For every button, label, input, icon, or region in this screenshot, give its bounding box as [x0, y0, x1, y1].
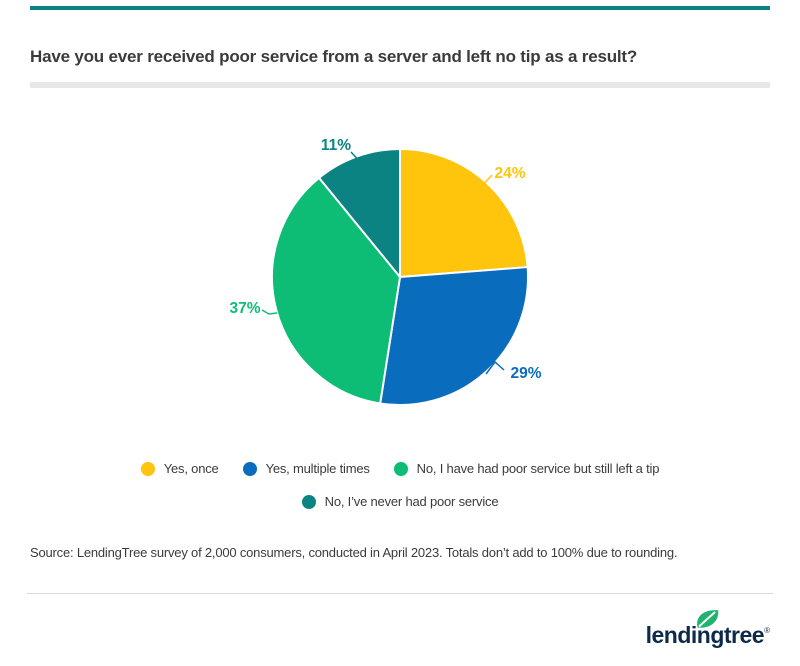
legend-label: Yes, multiple times — [265, 461, 370, 476]
legend-swatch-icon — [301, 494, 316, 509]
pie-label-leader-line — [261, 309, 278, 315]
legend-label: No, I have had poor service but still le… — [416, 461, 660, 476]
leaf-icon — [695, 608, 720, 629]
pie-slice-0 — [399, 148, 529, 278]
title-divider — [30, 82, 770, 88]
legend-swatch-icon — [242, 461, 257, 476]
legend-item: Yes, multiple times — [242, 461, 370, 476]
chart-title: Have you ever received poor service from… — [30, 47, 638, 66]
pie-slice-label: 24% — [494, 165, 525, 182]
pie-label-leader-line — [350, 151, 363, 165]
legend-item: No, I have had poor service but still le… — [393, 461, 660, 476]
lendingtree-logo: lendingtree® — [646, 608, 770, 656]
legend-row: No, I’ve never had poor service — [0, 494, 800, 509]
legend-label: Yes, once — [163, 461, 219, 476]
legend-swatch-icon — [393, 461, 408, 476]
legend-swatch-icon — [140, 461, 155, 476]
source-note: Source: LendingTree survey of 2,000 cons… — [30, 545, 678, 560]
pie-slice-label: 11% — [321, 137, 351, 154]
legend-item: No, I’ve never had poor service — [301, 494, 499, 509]
pie-slice-label: 37% — [229, 300, 260, 317]
pie-label-leader-line — [485, 360, 505, 375]
pie-label-leader-line — [478, 174, 493, 190]
registered-trademark-icon: ® — [764, 626, 770, 635]
pie-slice-3 — [318, 148, 401, 278]
legend-label: No, I’ve never had poor service — [324, 494, 499, 509]
pie-slice-label: 29% — [510, 365, 541, 382]
footer-divider — [27, 593, 773, 594]
legend-row: Yes, once Yes, multiple times No, I have h… — [0, 461, 800, 476]
pie-slice-1 — [379, 266, 529, 406]
legend-item: Yes, once — [140, 461, 219, 476]
pie-slice-2 — [271, 176, 401, 405]
top-accent-bar — [30, 6, 770, 10]
